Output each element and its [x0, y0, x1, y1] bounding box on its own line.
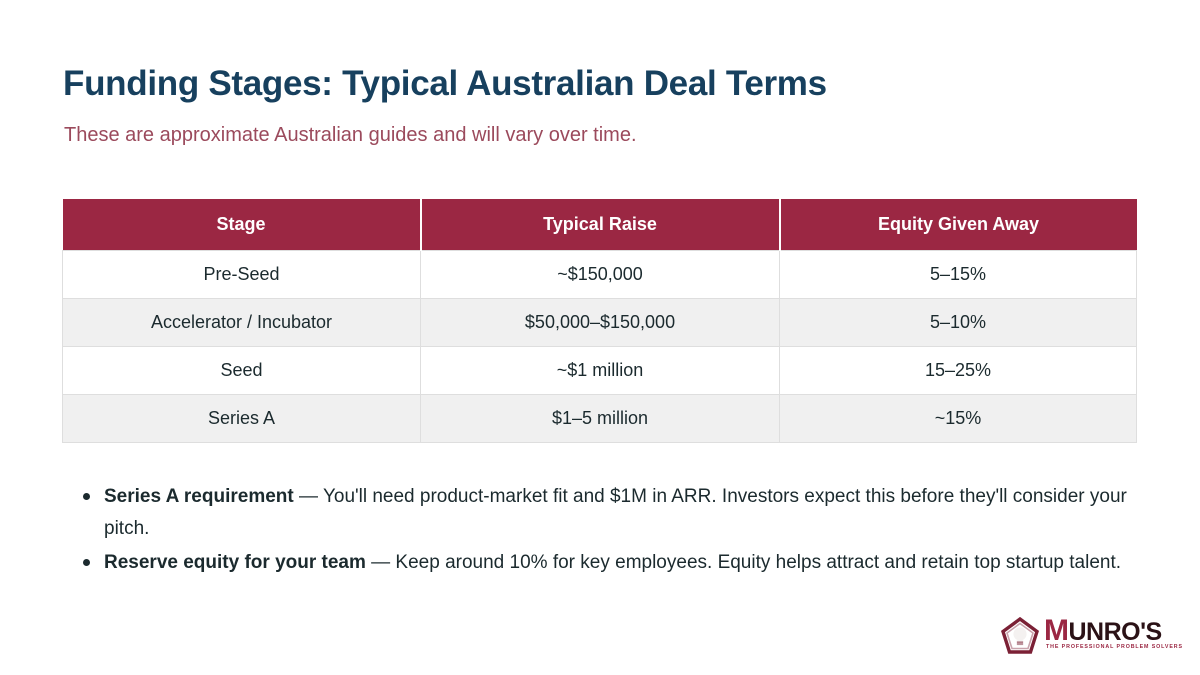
cell-stage: Pre-Seed	[62, 250, 421, 299]
table-header-row: Stage Typical Raise Equity Given Away	[62, 199, 1137, 251]
page-subtitle: These are approximate Australian guides …	[64, 124, 637, 146]
cell-raise: ~$1 million	[420, 346, 780, 395]
column-header-raise: Typical Raise	[420, 199, 781, 251]
table-body: Pre-Seed ~$150,000 5–15% Accelerator / I…	[62, 250, 1137, 443]
list-item-body: — You'll need product-market fit and $1M…	[104, 486, 1127, 539]
cell-stage: Seed	[62, 346, 421, 395]
logo-wordmark: MUNRO'S	[1044, 614, 1163, 647]
table-row: Series A $1–5 million ~15%	[62, 394, 1137, 443]
table-header: Stage Typical Raise Equity Given Away	[62, 199, 1137, 251]
funding-stages-table: Stage Typical Raise Equity Given Away Pr…	[62, 199, 1137, 443]
cell-raise: ~$150,000	[420, 250, 780, 299]
logo-tagline: THE PROFESSIONAL PROBLEM SOLVERS	[1046, 644, 1183, 650]
column-header-equity: Equity Given Away	[779, 199, 1137, 251]
cell-raise: $1–5 million	[420, 394, 780, 443]
munros-logo: MUNRO'S THE PROFESSIONAL PROBLEM SOLVERS	[1000, 615, 1182, 661]
list-item-body: — Keep around 10% for key employees. Equ…	[365, 552, 1122, 573]
bullet-dot-icon	[83, 559, 90, 566]
cell-raise: $50,000–$150,000	[420, 298, 780, 347]
cell-equity: 5–15%	[779, 250, 1137, 299]
list-item: Reserve equity for your team — Keep arou…	[83, 547, 1164, 579]
pentagon-lightbulb-icon	[1001, 617, 1039, 654]
table-row: Accelerator / Incubator $50,000–$150,000…	[62, 298, 1137, 347]
key-points-list: Series A requirement — You'll need produ…	[80, 481, 1164, 581]
cell-equity: 15–25%	[779, 346, 1137, 395]
cell-equity: ~15%	[779, 394, 1137, 443]
list-item: Series A requirement — You'll need produ…	[83, 481, 1164, 545]
column-header-stage: Stage	[62, 199, 422, 251]
page-title: Funding Stages: Typical Australian Deal …	[63, 64, 827, 103]
logo-word-cap: M	[1044, 614, 1069, 647]
table-row: Seed ~$1 million 15–25%	[62, 346, 1137, 395]
list-item-lead: Reserve equity for your team	[104, 552, 366, 573]
list-item-lead: Series A requirement	[104, 486, 294, 507]
table-row: Pre-Seed ~$150,000 5–15%	[62, 250, 1137, 299]
bullet-dot-icon	[83, 493, 90, 500]
cell-stage: Series A	[62, 394, 421, 443]
cell-equity: 5–10%	[779, 298, 1137, 347]
cell-stage: Accelerator / Incubator	[62, 298, 421, 347]
logo-word-rest: UNRO'S	[1068, 618, 1163, 646]
